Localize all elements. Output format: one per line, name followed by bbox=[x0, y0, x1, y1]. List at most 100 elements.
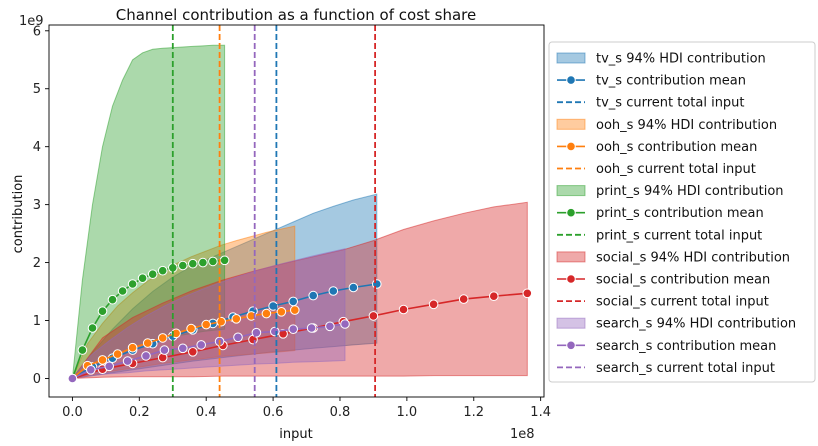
social_s-mean-point bbox=[522, 288, 533, 299]
print_s-mean-point bbox=[219, 255, 230, 266]
print_s-legend-mean-marker bbox=[566, 207, 576, 218]
search_s-mean-point bbox=[233, 332, 243, 343]
search_s-legend-mean-label: search_s contribution mean bbox=[596, 339, 776, 354]
ooh_s-mean-point bbox=[261, 308, 272, 319]
social_s-legend-hdi-label: social_s 94% HDI contribution bbox=[596, 250, 790, 265]
search_s-legend-current-label: search_s current total input bbox=[596, 361, 775, 376]
tv_s-mean-point bbox=[288, 296, 299, 307]
print_s-legend-current-label: print_s current total input bbox=[596, 228, 762, 243]
social_s-mean-point bbox=[398, 304, 409, 315]
axes-frame bbox=[48, 24, 545, 398]
ooh_s-mean-point bbox=[276, 307, 287, 317]
x-tick-label: 0.8 bbox=[330, 405, 351, 420]
ooh_s-mean-point bbox=[157, 333, 168, 343]
search_s-legend-mean-marker bbox=[566, 340, 576, 351]
search_s-mean-point bbox=[306, 323, 317, 333]
x-axis-multiplier: 1e8 bbox=[510, 427, 535, 442]
print_s-mean-point bbox=[188, 258, 198, 269]
search_s-mean-point bbox=[67, 373, 78, 384]
search_s-mean-point bbox=[196, 340, 206, 350]
y-axis-label: contribution bbox=[11, 175, 26, 254]
ooh_s-mean-line bbox=[71, 309, 295, 380]
x-tick-label: 0.6 bbox=[263, 405, 284, 420]
ooh_s-mean-point bbox=[112, 349, 123, 359]
ooh_s-mean-point bbox=[142, 338, 153, 348]
search_s-mean-point bbox=[340, 319, 350, 329]
tv_s-mean-point bbox=[268, 301, 278, 311]
search_s-legend-hdi-label: search_s 94% HDI contribution bbox=[596, 317, 796, 332]
ooh_s-mean-point bbox=[171, 328, 181, 339]
print_s-mean-point bbox=[77, 345, 88, 355]
x-axis-label: input bbox=[279, 427, 312, 442]
ooh_s-legend-hdi-label: ooh_s 94% HDI contribution bbox=[596, 118, 777, 133]
ooh_s-mean-point bbox=[290, 305, 300, 315]
legend: tv_s 94% HDI contribution tv_s contributi… bbox=[548, 41, 816, 383]
search_s-mean-point bbox=[270, 326, 280, 337]
social_s-mean-line bbox=[72, 292, 528, 380]
print_s-mean-point bbox=[127, 279, 138, 289]
print_s-mean-point bbox=[97, 306, 108, 317]
print_s-legend-hdi-label: print_s 94% HDI contribution bbox=[596, 184, 784, 199]
ooh_s-legend-current-label: ooh_s current total input bbox=[596, 162, 756, 177]
print_s-mean-point bbox=[137, 273, 148, 284]
social_s-mean-point bbox=[458, 294, 469, 304]
search_s-legend-hdi-swatch bbox=[556, 317, 586, 329]
ooh_s-mean-point bbox=[246, 311, 257, 321]
y-tick-label: 5 bbox=[33, 82, 41, 97]
social_s-legend-mean-marker bbox=[566, 274, 576, 284]
ooh_s-mean-point bbox=[231, 314, 242, 324]
legend-box bbox=[548, 41, 816, 383]
tv_s-mean-point bbox=[372, 279, 382, 289]
y-tick-label: 2 bbox=[33, 256, 41, 271]
search_s-mean-point bbox=[288, 324, 299, 335]
print_s-mean-point bbox=[157, 265, 168, 276]
ooh_s-mean-point bbox=[127, 342, 138, 353]
search_s-mean-point bbox=[122, 356, 133, 366]
print_s-mean-point bbox=[107, 294, 118, 305]
chart-title: Channel contribution as a function of co… bbox=[116, 6, 477, 24]
x-tick-label: 0.4 bbox=[196, 405, 217, 420]
social_s-legend-hdi-swatch bbox=[556, 251, 586, 263]
print_s-legend-mean-label: print_s contribution mean bbox=[596, 206, 764, 221]
x-tick-label: 0.2 bbox=[129, 405, 150, 420]
ooh_s-legend-mean-marker bbox=[566, 141, 576, 152]
ooh_s-legend-hdi-swatch bbox=[556, 118, 586, 130]
search_s-mean-point bbox=[141, 351, 151, 361]
ooh_s-mean-point bbox=[186, 323, 196, 334]
y-tick-label: 0 bbox=[33, 372, 41, 387]
tv_s-mean-point bbox=[308, 290, 319, 301]
search_s-mean-point bbox=[86, 365, 96, 375]
social_s-mean-point bbox=[489, 291, 499, 302]
print_s-mean-point bbox=[198, 257, 208, 268]
print_s-mean-point bbox=[178, 260, 188, 271]
ooh_s-mean-point bbox=[97, 355, 108, 365]
search_s-mean-point bbox=[251, 327, 262, 338]
tv_s-legend-mean-label: tv_s contribution mean bbox=[596, 74, 746, 89]
tv_s-legend-mean-marker bbox=[566, 75, 576, 85]
ooh_s-mean-point bbox=[216, 316, 226, 327]
plot-area bbox=[67, 25, 533, 397]
ooh_s-mean-point bbox=[201, 319, 211, 330]
axes: Channel contribution as a function of co… bbox=[11, 6, 551, 442]
social_s-mean-point bbox=[368, 311, 379, 321]
x-tick-label: 1.2 bbox=[463, 405, 484, 420]
social_s-legend-current-label: social_s current total input bbox=[596, 295, 769, 310]
y-axis-multiplier: 1e9 bbox=[19, 14, 44, 29]
search_s-mean-point bbox=[104, 361, 114, 372]
tv_s-mean-point bbox=[328, 286, 339, 296]
print_s-mean-point bbox=[117, 286, 128, 296]
social_s-mean-point bbox=[188, 347, 198, 357]
tv_s-legend-current-label: tv_s current total input bbox=[596, 96, 745, 111]
search_s-mean-point bbox=[159, 345, 170, 355]
x-tick-label: 1.0 bbox=[397, 405, 418, 420]
search_s-mean-point bbox=[325, 321, 335, 332]
tv_s-mean-point bbox=[348, 282, 359, 293]
print_s-legend-hdi-swatch bbox=[556, 185, 586, 197]
search_s-mean-line bbox=[72, 323, 346, 380]
y-tick-label: 3 bbox=[33, 198, 41, 213]
print_s-mean-line bbox=[71, 259, 225, 379]
social_s-mean-point bbox=[428, 299, 439, 310]
y-tick-label: 4 bbox=[33, 140, 41, 155]
search_s-mean-point bbox=[178, 343, 188, 354]
